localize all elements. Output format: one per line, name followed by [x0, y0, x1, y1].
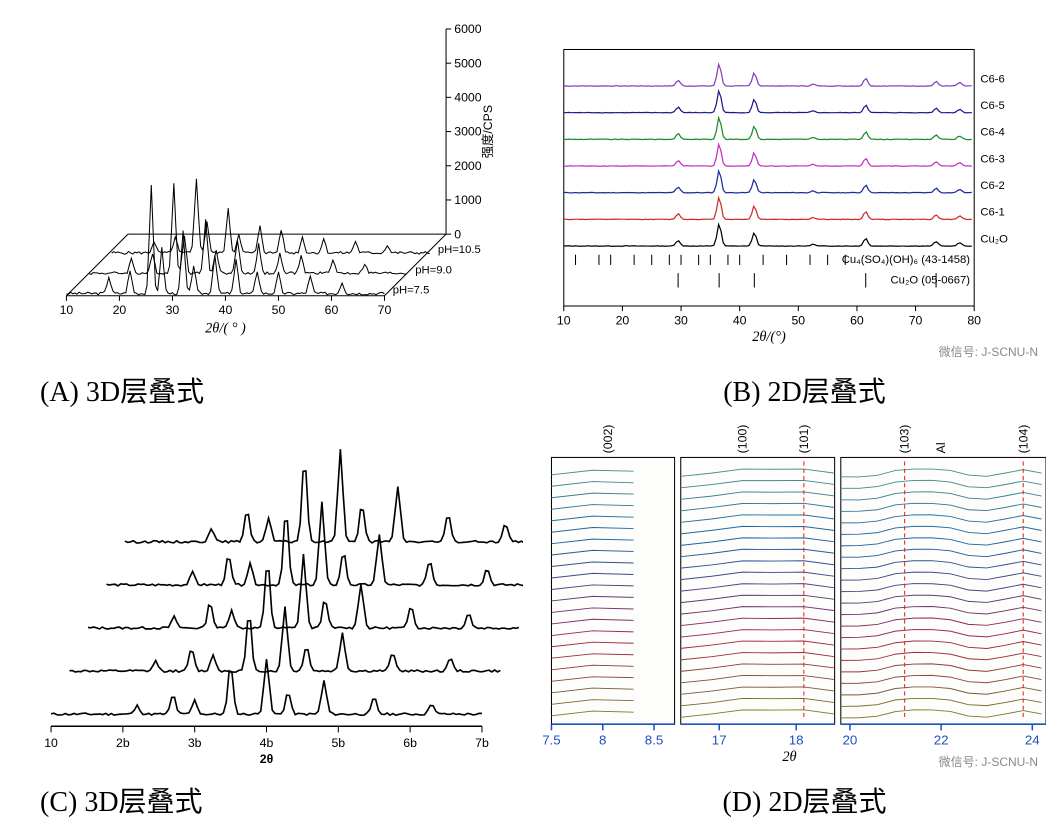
svg-text:(101): (101): [797, 425, 811, 454]
chart-a-3d: 10 20 30 40 50 60 70 2θ/( ° ) 0 1000 2000 3000 4000 5…: [10, 10, 523, 366]
svg-text:10: 10: [44, 736, 58, 750]
svg-text:10: 10: [60, 303, 74, 317]
panel-b: 10 20 30 40 50 60 70 80 2θ/(°) Cu₂O (05-0667) Cu₄(…: [533, 10, 1046, 410]
svg-text:强度/CPS: 强度/CPS: [480, 105, 495, 158]
svg-text:5b: 5b: [331, 736, 345, 750]
svg-text:5000: 5000: [454, 56, 482, 70]
svg-text:C6-5: C6-5: [980, 100, 1004, 112]
svg-text:C6-6: C6-6: [980, 73, 1004, 85]
svg-text:2θ/( ° ): 2θ/( ° ): [205, 321, 246, 337]
svg-text:1000: 1000: [454, 193, 482, 207]
svg-text:70: 70: [909, 313, 923, 327]
svg-text:(002): (002): [601, 425, 615, 454]
svg-text:2θ: 2θ: [260, 752, 274, 766]
svg-text:70: 70: [378, 303, 392, 317]
svg-text:(103): (103): [898, 425, 912, 454]
svg-text:80: 80: [967, 313, 981, 327]
svg-text:20: 20: [843, 733, 858, 748]
chart-b-2d: 10 20 30 40 50 60 70 80 2θ/(°) Cu₂O (05-0667) Cu₄(…: [533, 10, 1046, 366]
svg-text:Cu₂O (05-0667): Cu₂O (05-0667): [891, 274, 971, 286]
svg-text:pH=9.0: pH=9.0: [415, 264, 452, 276]
caption-d: (D) 2D层叠式: [692, 780, 886, 820]
svg-text:40: 40: [219, 303, 233, 317]
svg-text:2θ: 2θ: [782, 749, 796, 765]
svg-text:(104): (104): [1016, 425, 1030, 454]
panel-c: 10 2b 3b 4b 5b 6b 7b 2θ (C) 3D层叠式: [10, 420, 523, 820]
svg-text:24: 24: [1025, 733, 1040, 748]
panel-d: (002) 7.5 8 8.5 (100) (101) 17 18 (103) Al (104) 20…: [533, 420, 1046, 820]
svg-text:2b: 2b: [116, 736, 130, 750]
svg-text:17: 17: [712, 733, 727, 748]
svg-text:10: 10: [557, 313, 571, 327]
watermark-d: 微信号: J-SCNU-N: [939, 753, 1038, 770]
watermark-b: 微信号: J-SCNU-N: [939, 343, 1038, 360]
svg-text:8: 8: [599, 733, 606, 748]
svg-text:7.5: 7.5: [542, 733, 561, 748]
svg-text:8.5: 8.5: [645, 733, 664, 748]
svg-text:6000: 6000: [454, 22, 482, 36]
svg-text:30: 30: [166, 303, 180, 317]
svg-text:Cu₂O: Cu₂O: [980, 233, 1008, 245]
panel-a: 10 20 30 40 50 60 70 2θ/( ° ) 0 1000 2000 3000 4000 5…: [10, 10, 523, 410]
caption-b: (B) 2D层叠式: [693, 370, 886, 410]
svg-text:2000: 2000: [454, 159, 482, 173]
svg-text:60: 60: [325, 303, 339, 317]
svg-text:C6-1: C6-1: [980, 207, 1004, 219]
svg-text:20: 20: [113, 303, 127, 317]
svg-text:Al: Al: [934, 442, 948, 453]
svg-text:40: 40: [733, 313, 747, 327]
svg-text:C6-4: C6-4: [980, 127, 1004, 139]
svg-text:50: 50: [272, 303, 286, 317]
svg-text:4000: 4000: [454, 90, 482, 104]
svg-text:22: 22: [934, 733, 949, 748]
svg-text:18: 18: [789, 733, 804, 748]
svg-text:Cu₄(SO₄)(OH)₆ (43-1458): Cu₄(SO₄)(OH)₆ (43-1458): [842, 254, 971, 266]
svg-text:6b: 6b: [403, 736, 417, 750]
svg-text:3b: 3b: [188, 736, 202, 750]
caption-c: (C) 3D层叠式: [10, 780, 203, 820]
svg-text:30: 30: [674, 313, 688, 327]
caption-a: (A) 3D层叠式: [10, 370, 204, 410]
svg-text:pH=10.5: pH=10.5: [438, 244, 481, 256]
chart-c-3d: 10 2b 3b 4b 5b 6b 7b 2θ: [10, 420, 523, 776]
chart-d-2d: (002) 7.5 8 8.5 (100) (101) 17 18 (103) Al (104) 20…: [533, 420, 1046, 776]
svg-text:60: 60: [850, 313, 864, 327]
svg-text:C6-2: C6-2: [980, 180, 1004, 192]
svg-text:50: 50: [791, 313, 805, 327]
svg-text:pH=7.5: pH=7.5: [393, 285, 430, 297]
svg-text:3000: 3000: [454, 125, 482, 139]
svg-text:7b: 7b: [475, 736, 489, 750]
svg-text:2θ/(°): 2θ/(°): [752, 329, 786, 345]
svg-text:(100): (100): [735, 425, 749, 454]
svg-text:C6-3: C6-3: [980, 153, 1004, 165]
svg-text:0: 0: [454, 227, 461, 241]
svg-text:4b: 4b: [260, 736, 274, 750]
svg-text:20: 20: [616, 313, 630, 327]
